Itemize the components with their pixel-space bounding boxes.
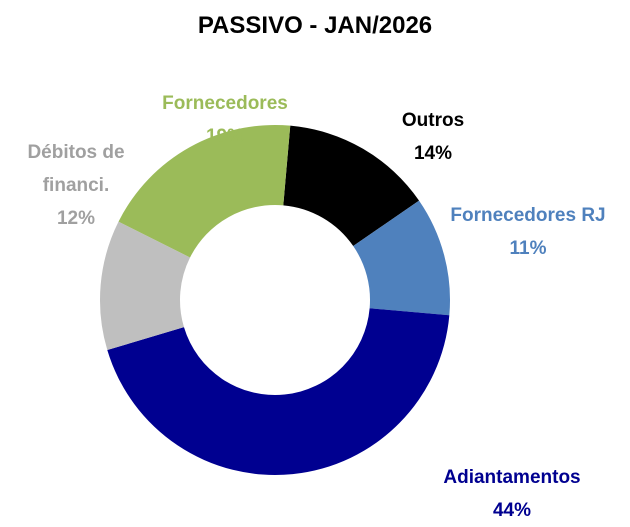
- chart-title: PASSIVO - JAN/2026: [197, 12, 433, 39]
- donut-slice: [118, 125, 291, 258]
- donut-slice: [283, 125, 420, 247]
- donut-slice: [353, 200, 451, 316]
- category-label: Débitos de financi.: [27, 142, 125, 196]
- value-label: 14%: [413, 143, 453, 164]
- slice-label: Adiantamentos 44%: [443, 461, 580, 527]
- slice-label: Outros 14%: [402, 104, 464, 170]
- value-label: 19%: [205, 126, 245, 147]
- value-label: 12%: [56, 208, 96, 229]
- slice-label: Fornecedores 19%: [162, 87, 288, 153]
- value-label: 11%: [509, 238, 547, 259]
- donut-slice: [107, 308, 450, 476]
- value-label: 44%: [492, 500, 532, 521]
- category-label: Adiantamentos: [443, 467, 581, 488]
- category-label: Outros: [401, 110, 465, 131]
- category-label: Fornecedores: [162, 93, 288, 114]
- category-label: Fornecedores RJ: [450, 205, 606, 226]
- slice-label: Débitos de financi. 12%: [16, 136, 136, 235]
- donut-slice: [100, 221, 191, 350]
- slice-label: Fornecedores RJ 11%: [450, 199, 605, 265]
